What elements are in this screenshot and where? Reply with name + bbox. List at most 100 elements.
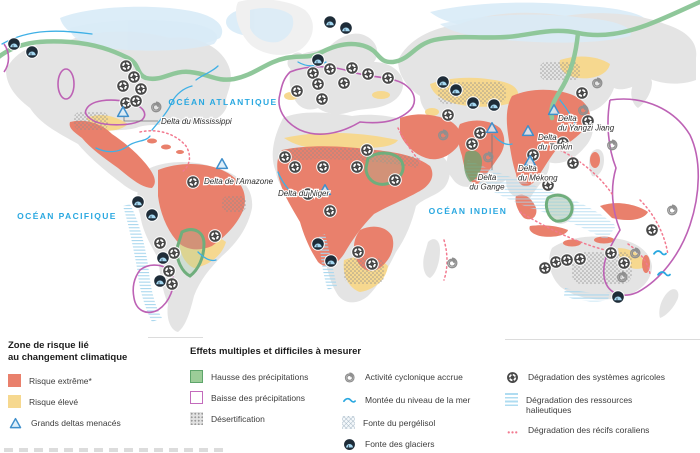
agriculture-marker (128, 93, 144, 109)
legend-item-label: Dégradation des ressources halieutiques (526, 394, 633, 416)
delta-label: Delta du Gange (469, 173, 505, 192)
agriculture-marker (350, 244, 366, 260)
legend-item-label: Dégradation des systèmes agricoles (528, 371, 666, 382)
agriculture-marker (164, 276, 180, 292)
label-connectors (123, 116, 493, 170)
permafrost-swatch (342, 415, 355, 429)
glacier-marker-icon (145, 208, 159, 222)
agriculture-marker (207, 228, 223, 244)
agriculture-marker (161, 263, 177, 279)
legend-item: Hausse des précipitations (190, 369, 342, 383)
legend-effects-column: Dégradation des systèmes agricoles Dégrad… (505, 370, 700, 453)
precip-up-swatch (190, 369, 203, 383)
agriculture-marker (574, 85, 590, 101)
legend-item: Risque élevé (8, 394, 183, 408)
agriculture-marker (310, 76, 326, 92)
legend-item: Grands deltas menacés (8, 416, 183, 431)
agriculture-marker (277, 149, 293, 165)
delta-label-line: du Mékong (518, 174, 558, 183)
delta-label-line: du Yangzi Jiang (558, 124, 615, 133)
agriculture-marker (287, 159, 303, 175)
glacier-marker-icon (311, 53, 325, 67)
legend-item-label: Risque élevé (29, 396, 79, 407)
delta-label-line: du Tonkin (538, 143, 573, 152)
agriculture-marker (603, 245, 619, 261)
glacier-marker-icon (131, 195, 145, 209)
glacier-marker-icon (153, 274, 167, 288)
glacier-marker-icon (25, 45, 39, 59)
agriculture-marker (565, 155, 581, 171)
footnote-cutoff (4, 448, 229, 452)
world-map: OCÉAN ATLANTIQUE OCÉAN PACIFIQUE OCÉAN IND… (0, 0, 700, 332)
delta-label-line: Delta de l'Amazone (204, 177, 274, 186)
legend-item: Montée du niveau de la mer (342, 393, 505, 408)
delta-label: Delta du Yangzi Jiang (558, 114, 615, 133)
legend-item-label: Désertification (211, 413, 265, 424)
legend-item-label: Hausse des précipitations (211, 371, 309, 382)
legend-top-rule-right (505, 339, 700, 340)
agriculture-marker (315, 159, 331, 175)
agriculture-marker (289, 83, 305, 99)
glacier-marker-icon (449, 83, 463, 97)
agriculture-marker (344, 60, 360, 76)
agriculture-marker (364, 256, 380, 272)
high-swatch (8, 394, 21, 408)
wave-icon (343, 397, 356, 403)
fish-swatch (505, 392, 518, 406)
legend-item-label: Dégradation des récifs coraliens (528, 425, 650, 436)
agriculture-marker (548, 254, 564, 270)
glacier-marker-icon (487, 98, 501, 112)
legend-item: Risque extrême* (8, 373, 183, 387)
glacier-marker-icon (156, 251, 170, 265)
ocean-label: OCÉAN INDIEN (429, 206, 508, 216)
agriculture-marker (380, 70, 396, 86)
delta-label: Delta du Mékong (518, 164, 558, 183)
delta-label-line: Delta du Mississippi (161, 117, 232, 126)
agriculture-marker (616, 255, 632, 271)
delta-label: Delta du Mississippi (161, 117, 232, 126)
coral-icon (507, 431, 518, 434)
delta-label-line: Delta (518, 164, 537, 173)
glacier-marker-icon (611, 290, 625, 304)
agriculture-marker (572, 251, 588, 267)
ghats-green-zone (463, 150, 482, 182)
map-label-layer: OCÉAN ATLANTIQUE OCÉAN PACIFIQUE OCÉAN IND… (17, 97, 616, 221)
legend-item-label: Grands deltas menacés (31, 417, 121, 428)
agriculture-marker (115, 78, 131, 94)
landmass-madagascar (423, 239, 440, 278)
legend-item-label: Fonte du pergélisol (363, 417, 436, 428)
legend-item: Fonte des glaciers (342, 437, 505, 452)
extreme-swatch (8, 373, 21, 387)
agriculture-marker (349, 159, 365, 175)
legend-item-label: Fonte des glaciers (365, 438, 435, 449)
desert-swatch (190, 411, 203, 425)
cyclone-icon (344, 372, 355, 383)
agriculture-marker (472, 125, 488, 141)
legend-effects-title: Effets multiples et difficiles à mesurer (190, 346, 362, 357)
glacier-marker-icon (311, 237, 325, 251)
agriculture-marker (314, 91, 330, 107)
legend-item: Dégradation des ressources halieutiques (505, 392, 700, 416)
glacier-marker-icon (339, 21, 353, 35)
legend-top-rule-left (148, 337, 203, 338)
landmass-new-zealand (659, 289, 679, 318)
agriculture-marker (440, 107, 456, 123)
agriculture-icon (505, 370, 520, 385)
delta-label-line: Delta du Niger (278, 189, 329, 198)
legend-effects-columns: Hausse des précipitations Baisse des préc… (190, 369, 700, 453)
coral-reef-lines (139, 127, 669, 281)
agriculture-marker (322, 203, 338, 219)
legend-item: Activité cyclonique accrue (342, 370, 505, 385)
delta-label: Delta du Niger (278, 189, 329, 198)
glacier-icon (343, 438, 356, 451)
delta-label-line: Delta (538, 133, 557, 142)
legend-item: Dégradation des systèmes agricoles (505, 370, 700, 385)
agriculture-marker (336, 75, 352, 91)
legend-effects-column: Activité cyclonique accrue Montée du nive… (342, 370, 505, 453)
precip-down-swatch (190, 390, 203, 404)
agriculture-marker (559, 252, 575, 268)
agriculture-marker (152, 235, 168, 251)
agriculture-marker (644, 222, 660, 238)
agriculture-marker (387, 172, 403, 188)
